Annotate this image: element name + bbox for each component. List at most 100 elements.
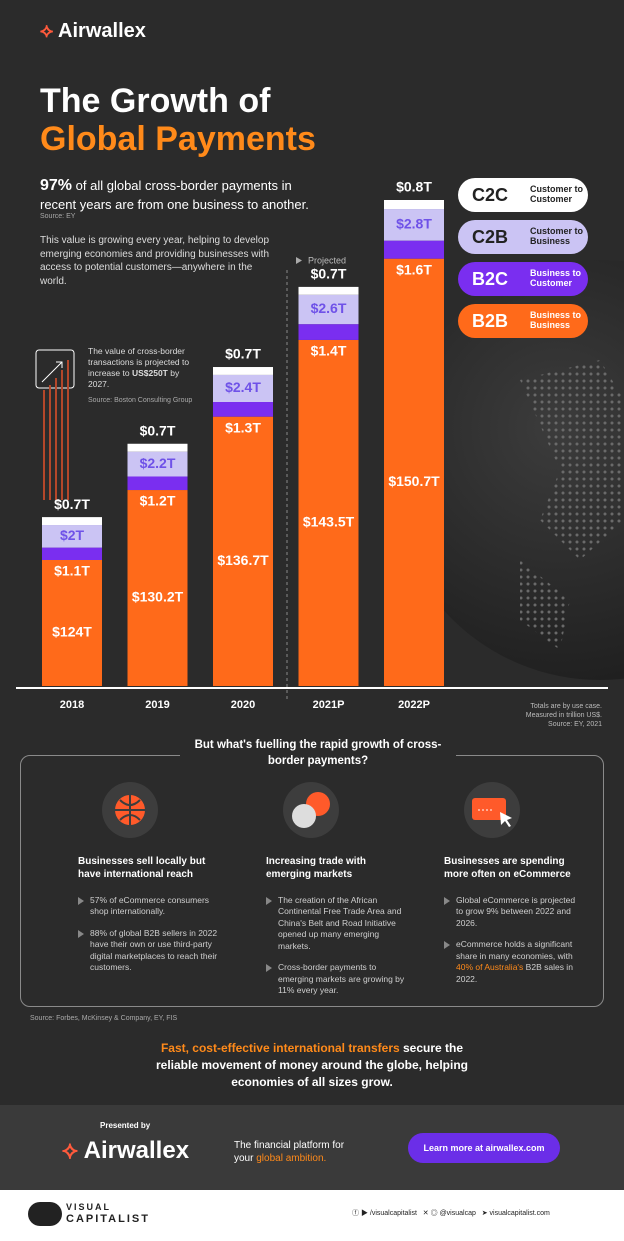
bullet: Global eCommerce is projected to grow 9%… [444, 895, 584, 929]
highlight: Fast, cost-effective international trans… [160, 1041, 400, 1055]
value-label: $136.7T [217, 552, 269, 568]
legend-name: B2C [472, 268, 509, 289]
note: Totals are by use case. [530, 703, 602, 710]
legend-item: C2C Customer to Customer [458, 178, 588, 212]
value-label: $0.7T [225, 346, 261, 362]
text: eCommerce holds a significant share in m… [456, 939, 573, 961]
social: ⓕ ▶ /visualcapitalist ✕ ◎ @visualcap ➤ v… [352, 1210, 550, 1217]
bar-segment [213, 416, 273, 686]
brand: VISUAL [66, 1202, 112, 1212]
x-tick-label: 2018 [60, 699, 84, 711]
title: Global Payments [40, 120, 316, 158]
globe-dots [520, 360, 624, 650]
sponsor-logo: ⟡ Airwallex [62, 1137, 190, 1164]
value-label: $0.7T [140, 422, 176, 438]
bar-segment [213, 374, 273, 403]
value-label: $2.4T [225, 379, 261, 395]
text: secure the reliable movement of money ar… [155, 1041, 469, 1089]
handle[interactable]: /visualcapitalist [369, 1210, 417, 1217]
bar-segment [42, 525, 102, 548]
bar-segment [42, 547, 102, 560]
legend-item: B2B Business to Business [458, 304, 588, 338]
chart-notes: Totals are by use case. Measured in trill… [480, 702, 602, 729]
legend-name: B2B [472, 310, 509, 331]
heading: Businesses are spending more often on eC… [444, 856, 571, 880]
text: The financial platform for your [234, 1140, 345, 1164]
bullet: The creation of the African Continental … [266, 895, 406, 952]
website[interactable]: visualcapitalist.com [489, 1210, 550, 1217]
text: by 2027. [88, 368, 180, 390]
bar-segment [384, 200, 444, 210]
value-label: $1.2T [140, 493, 176, 509]
value-label: $0.8T [396, 179, 432, 195]
bar-segment [384, 258, 444, 686]
note: Source: EY, 2021 [548, 721, 602, 729]
logo: ⟡ Airwallex [40, 20, 146, 42]
highlight: US$250T [131, 368, 168, 379]
value-label: $1.3T [225, 419, 261, 435]
legend-item: C2B Customer to Business [458, 220, 588, 254]
note: Measured in trillion US$. [525, 712, 602, 720]
legend: C2C Customer to Customer C2B Customer to Bu… [458, 178, 588, 346]
cta-button[interactable]: Learn more at airwallex.com [408, 1133, 560, 1163]
legend-description: Customer to Business [530, 226, 584, 246]
handle[interactable]: @visualcap [439, 1210, 476, 1217]
bar-segment [42, 517, 102, 526]
value-label: $1.4T [311, 343, 347, 359]
x-tick-label: 2022P [398, 699, 430, 711]
value-label: $1.6T [396, 261, 432, 277]
growth-icon [35, 349, 75, 500]
bar-segment [298, 294, 359, 325]
stat: 97% of all global cross-border payments … [40, 176, 320, 214]
chart: Projected 2018 $124T $1.1T $2T $0.7T 2019 $130… [16, 179, 624, 711]
vc-logo-mark [28, 1202, 62, 1226]
value-label: $1.1T [54, 563, 90, 579]
bar-segment [384, 209, 444, 241]
tagline: The financial platform for your global a… [234, 1139, 364, 1165]
heading: Businesses sell locally but have interna… [78, 856, 206, 880]
bar-segment [127, 443, 188, 452]
text: The value of cross-border transactions i… [88, 346, 190, 379]
text: B2B sales in 2022. [456, 962, 573, 984]
side-note: The value of cross-border transactions i… [88, 346, 198, 390]
heading: Increasing trade with emerging markets [266, 856, 367, 880]
vc-logo: VISUAL CAPITALIST [66, 1202, 150, 1226]
footer: Presented by ⟡ Airwallex The financial p… [0, 1105, 624, 1190]
x-tick-label: 2019 [145, 699, 169, 711]
driver-column: Businesses are spending more often on eC… [444, 855, 584, 995]
source: Source: Forbes, McKinsey & Company, EY, … [30, 1015, 178, 1022]
x-tick-label: 2020 [231, 699, 255, 711]
globe-icon [102, 782, 158, 838]
driver-column: Increasing trade with emerging markets Th… [266, 855, 406, 1007]
bar-segment [213, 367, 273, 375]
value-label: $0.7T [311, 266, 347, 282]
highlight: 40% of Australia's [456, 962, 524, 973]
brand: Airwallex [83, 1137, 190, 1164]
bar-segment [298, 286, 359, 295]
bar-segment [298, 339, 359, 686]
value-label: $130.2T [132, 589, 184, 605]
globe [390, 260, 624, 680]
highlight: global ambition. [256, 1153, 327, 1164]
value-label: $2.8T [396, 216, 432, 232]
legend-item: B2C Business to Customer [458, 262, 588, 296]
presented-by: Presented by [100, 1121, 151, 1130]
bullet: Cross-border payments to emerging market… [266, 962, 406, 996]
bullet: eCommerce holds a significant share in m… [444, 939, 584, 985]
brand: Airwallex [58, 20, 146, 42]
value-label: $2T [60, 527, 85, 543]
ecommerce-icon [464, 782, 520, 838]
legend-name: C2B [472, 226, 509, 247]
value-label: $143.5T [303, 514, 355, 530]
bar-segment [127, 476, 188, 491]
icons [102, 782, 520, 838]
x-tick-label: 2021P [313, 699, 345, 711]
markets-icon [283, 782, 339, 838]
bar-segment [127, 490, 188, 686]
driver-column: Businesses sell locally but have interna… [78, 855, 218, 984]
question: But what's fuelling the rapid growth of … [180, 738, 456, 770]
projected-marker [296, 257, 302, 264]
projected-label: Projected [308, 255, 346, 265]
bar-segment [384, 240, 444, 259]
